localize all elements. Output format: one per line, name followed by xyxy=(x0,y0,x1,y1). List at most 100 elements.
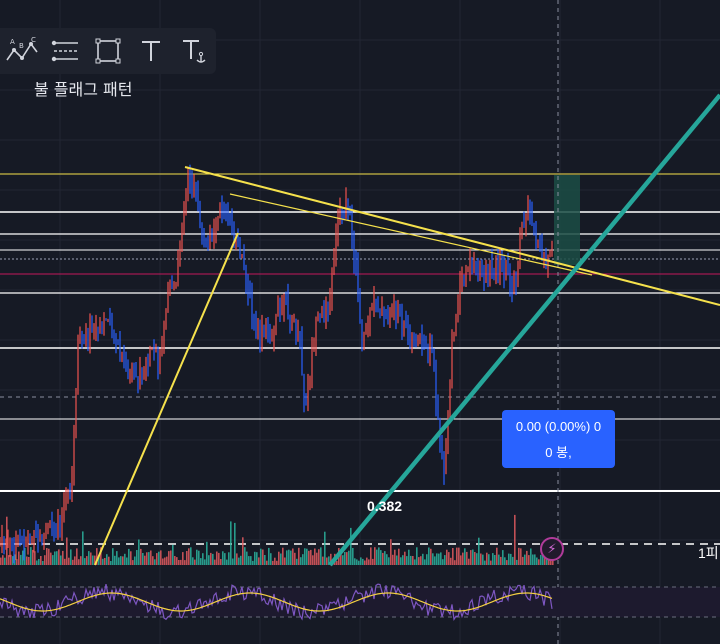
volume-bar xyxy=(208,555,210,565)
volume-bar xyxy=(20,554,22,565)
volume-bar xyxy=(256,552,258,565)
volume-bar xyxy=(150,550,152,565)
volume-bar xyxy=(362,558,364,565)
volume-bar xyxy=(266,560,268,565)
volume-bar xyxy=(546,556,548,565)
volume-bar xyxy=(492,553,494,565)
volume-bar xyxy=(34,551,36,565)
volume-bar xyxy=(458,547,460,565)
volume-bar xyxy=(528,555,530,565)
volume-bar xyxy=(470,550,472,565)
volume-bar xyxy=(532,554,534,565)
volume-bar xyxy=(360,557,362,565)
volume-bar xyxy=(456,547,458,565)
volume-bar xyxy=(374,547,376,565)
volume-bar xyxy=(30,547,32,565)
volume-bar xyxy=(538,559,540,565)
abc-pattern-icon: A B C xyxy=(5,36,38,61)
volume-bar xyxy=(18,551,20,565)
volume-bars xyxy=(0,514,554,565)
volume-bar xyxy=(308,550,310,565)
volume-bar xyxy=(190,547,192,565)
rsi-band xyxy=(0,587,720,617)
volume-bar xyxy=(226,559,228,565)
volume-bar xyxy=(316,552,318,565)
volume-bar xyxy=(306,548,308,565)
volume-bar xyxy=(326,557,328,565)
volume-bar xyxy=(520,548,522,565)
volume-bar xyxy=(460,555,462,565)
volume-bar xyxy=(496,547,498,565)
price-candles xyxy=(0,164,553,564)
volume-bar xyxy=(524,554,526,565)
volume-bar xyxy=(14,554,16,565)
volume-bar xyxy=(390,539,392,565)
volume-bar xyxy=(510,553,512,565)
lightning-icon[interactable]: ⚡ xyxy=(540,537,564,561)
volume-bar xyxy=(36,560,38,565)
volume-bar xyxy=(472,549,474,565)
volume-bar xyxy=(0,557,2,565)
volume-bar xyxy=(132,560,134,565)
volume-bar xyxy=(352,548,354,565)
volume-bar xyxy=(370,547,372,565)
svg-text:B: B xyxy=(19,42,24,50)
volume-bar xyxy=(288,549,290,565)
volume-bar xyxy=(268,547,270,565)
volume-bar xyxy=(464,548,466,565)
volume-bar xyxy=(474,552,476,565)
volume-bar xyxy=(62,550,64,565)
volume-bar xyxy=(394,549,396,565)
volume-bar xyxy=(552,559,554,565)
fib-levels-tool-button[interactable] xyxy=(43,28,86,74)
volume-bar xyxy=(500,556,502,565)
volume-bar xyxy=(476,553,478,565)
volume-bar xyxy=(4,557,6,565)
volume-bar xyxy=(94,555,96,565)
volume-bar xyxy=(462,552,464,565)
volume-bar xyxy=(264,555,266,565)
volume-bar xyxy=(442,559,444,565)
volume-bar xyxy=(96,548,98,565)
volume-bar xyxy=(26,556,28,565)
volume-bar xyxy=(506,560,508,565)
volume-bar xyxy=(104,558,106,565)
rectangle-tool-button[interactable] xyxy=(86,28,129,74)
volume-bar xyxy=(32,549,34,565)
volume-bar xyxy=(112,548,114,565)
tooltip-bar-count: 0 봉, xyxy=(545,445,572,460)
volume-bar xyxy=(284,557,286,565)
volume-bar xyxy=(494,555,496,565)
volume-bar xyxy=(434,556,436,565)
volume-bar xyxy=(502,550,504,565)
volume-bar xyxy=(426,554,428,565)
volume-bar xyxy=(244,547,246,565)
volume-bar xyxy=(452,548,454,565)
volume-bar xyxy=(454,560,456,565)
volume-bar xyxy=(188,548,190,565)
anchored-text-tool-button[interactable] xyxy=(173,28,216,74)
volume-bar xyxy=(222,551,224,565)
volume-bar xyxy=(40,556,42,565)
volume-bar xyxy=(156,553,158,565)
rectangle-icon xyxy=(95,38,121,64)
volume-bar xyxy=(44,555,46,565)
volume-bar xyxy=(170,550,172,565)
volume-bar xyxy=(514,514,516,565)
volume-bar xyxy=(236,553,238,565)
volume-bar xyxy=(240,555,242,565)
text-tool-button[interactable] xyxy=(130,28,173,74)
volume-bar xyxy=(432,553,434,565)
volume-bar xyxy=(386,554,388,565)
volume-bar xyxy=(56,551,58,565)
volume-bar xyxy=(366,557,368,565)
volume-bar xyxy=(376,549,378,565)
volume-bar xyxy=(522,556,524,565)
volume-bar xyxy=(192,557,194,565)
pattern-tool-button[interactable]: A B C xyxy=(0,28,43,74)
fib-level-label: 0.382 xyxy=(367,498,403,514)
volume-bar xyxy=(526,550,528,565)
volume-bar xyxy=(388,557,390,565)
volume-bar xyxy=(148,552,150,565)
